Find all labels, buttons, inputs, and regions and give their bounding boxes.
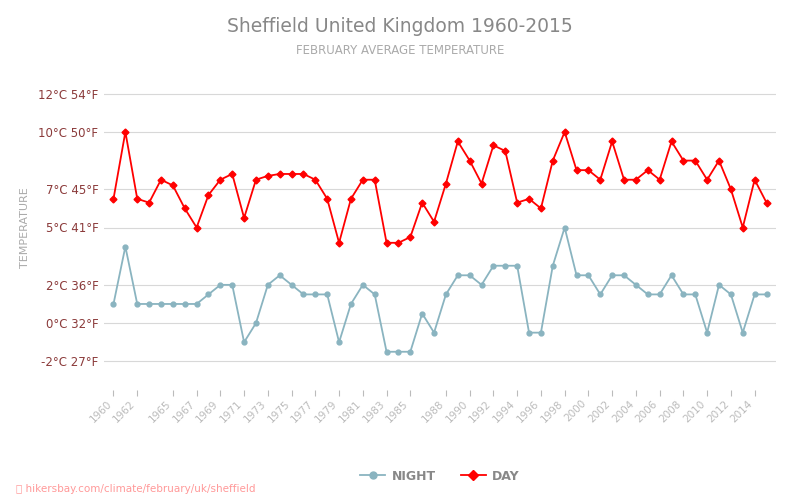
- Text: Sheffield United Kingdom 1960-2015: Sheffield United Kingdom 1960-2015: [227, 18, 573, 36]
- Y-axis label: TEMPERATURE: TEMPERATURE: [20, 187, 30, 268]
- Text: FEBRUARY AVERAGE TEMPERATURE: FEBRUARY AVERAGE TEMPERATURE: [296, 44, 504, 57]
- Legend: NIGHT, DAY: NIGHT, DAY: [355, 465, 525, 488]
- Text: ⌖ hikersbay.com/climate/february/uk/sheffield: ⌖ hikersbay.com/climate/february/uk/shef…: [16, 484, 255, 494]
